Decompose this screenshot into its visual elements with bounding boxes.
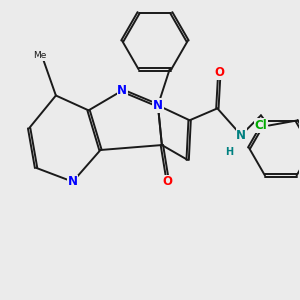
Text: N: N	[117, 84, 127, 97]
Text: H: H	[225, 147, 233, 157]
Text: N: N	[236, 129, 246, 142]
Text: N: N	[153, 99, 163, 112]
Text: Cl: Cl	[255, 119, 267, 132]
Text: O: O	[163, 175, 173, 188]
Text: O: O	[214, 66, 224, 79]
Text: N: N	[68, 175, 78, 188]
Text: Me: Me	[33, 51, 47, 60]
